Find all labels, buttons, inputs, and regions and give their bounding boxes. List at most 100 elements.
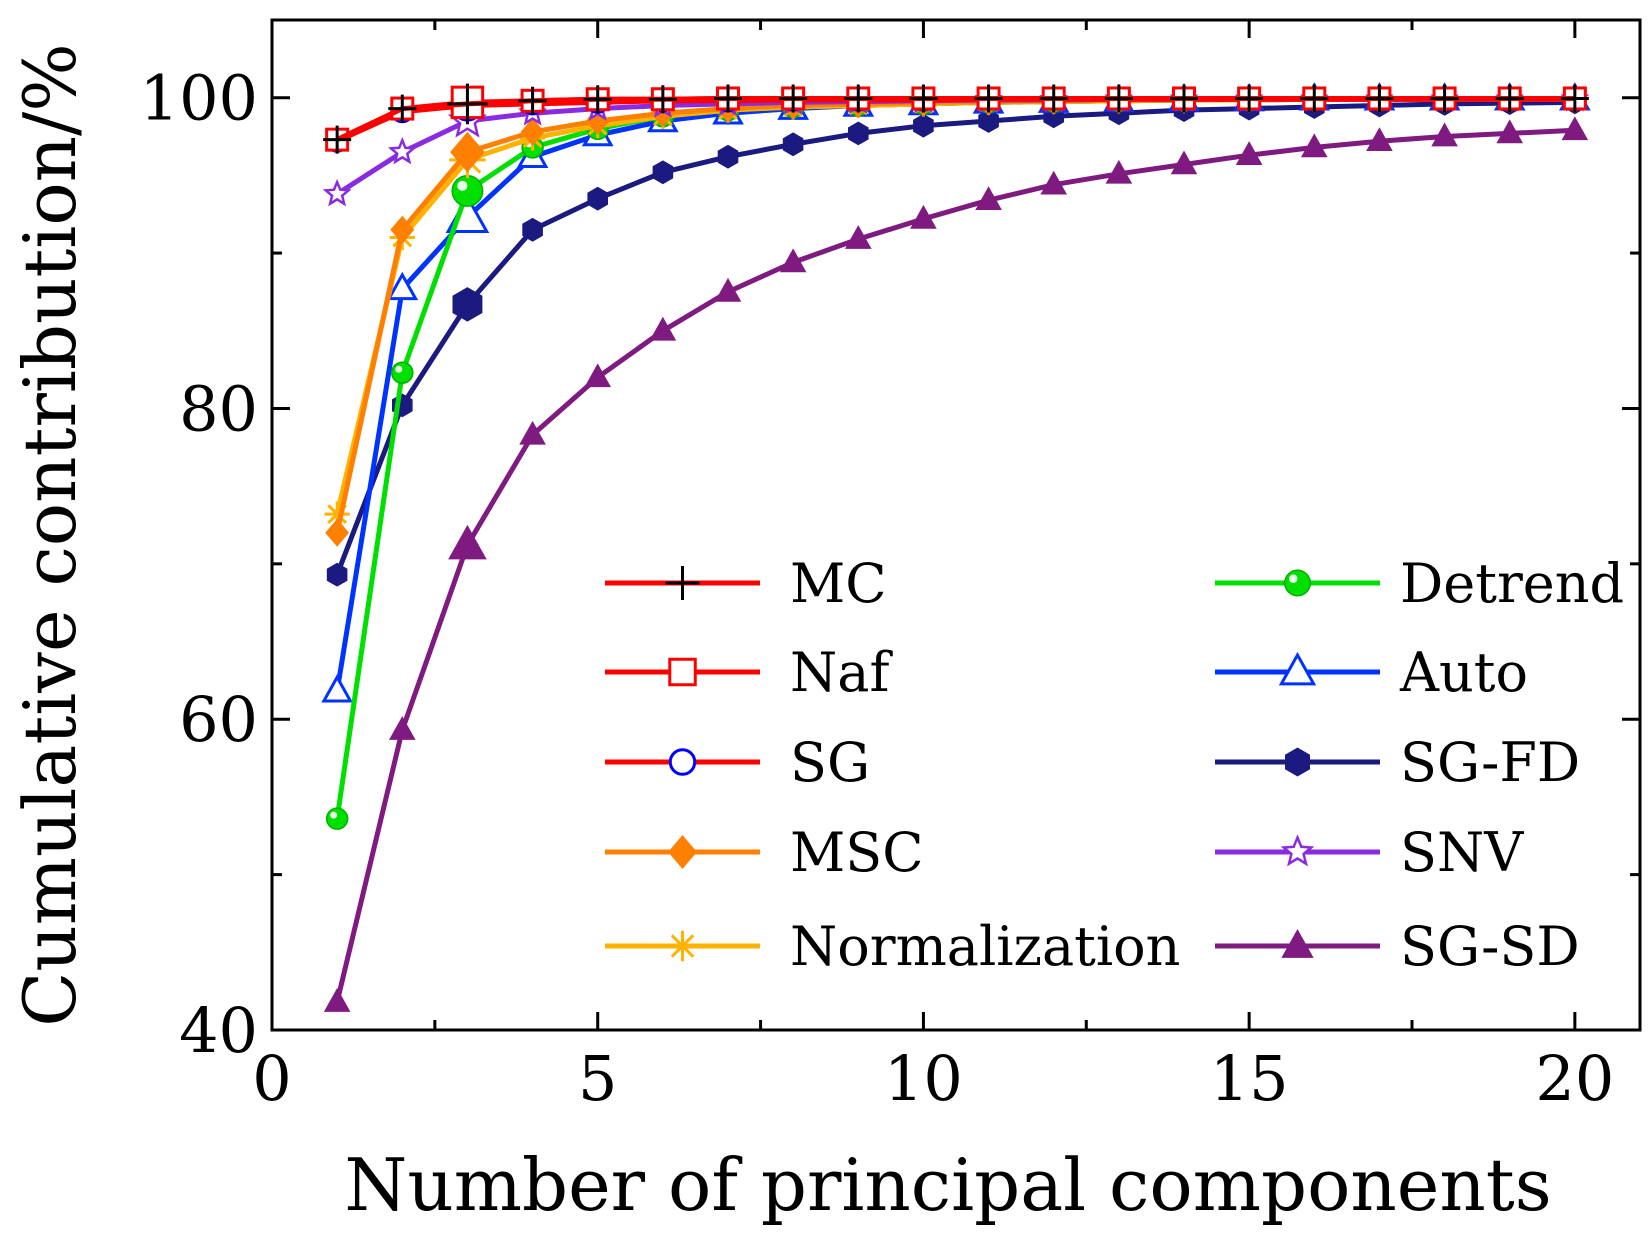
y-tick-label: 100 [140, 62, 258, 135]
data-point [1300, 133, 1328, 158]
data-point [321, 674, 353, 703]
y-tick-label: 60 [179, 683, 258, 756]
legend-item-sg-fd: SG-FD [1215, 731, 1580, 794]
legend-label: Detrend [1400, 552, 1624, 615]
data-point [714, 84, 742, 113]
data-point-highlight [395, 365, 403, 373]
axes: 0 5 10 15 20 40 60 80 100 [140, 18, 1642, 1115]
data-point [1366, 127, 1393, 151]
y-tick-label: 80 [179, 372, 258, 445]
x-tick-label: 20 [1535, 1042, 1614, 1115]
data-point [388, 94, 417, 123]
data-point [909, 84, 938, 113]
data-point [519, 420, 546, 445]
legend-marker [1284, 569, 1311, 597]
data-point [782, 132, 804, 157]
series-normalization [324, 86, 1588, 527]
data-point [975, 186, 1002, 211]
legend-item-naf: Naf [605, 641, 893, 704]
data-point [1040, 170, 1068, 195]
legend: MC Naf SG MSC Normalization Detrend Auto SG-FD S… [605, 552, 1624, 978]
legend-label: SG-SD [1400, 915, 1580, 978]
data-point [522, 217, 543, 242]
legend-label: SG [790, 731, 870, 794]
legend-marker [668, 748, 697, 776]
data-point [386, 271, 419, 301]
legend-marker [668, 657, 697, 687]
data-point [324, 501, 350, 527]
legend-label: Normalization [790, 915, 1180, 978]
series-detrend [325, 87, 1587, 830]
data-point-highlight [457, 180, 468, 191]
legend-marker [668, 835, 697, 869]
legend-marker [1280, 834, 1315, 867]
data-point [387, 136, 417, 165]
plot-series [321, 82, 1591, 1012]
data-point [717, 144, 739, 169]
series-line [334, 96, 1575, 692]
data-point [326, 562, 348, 587]
data-point [844, 225, 872, 249]
legend-label: MSC [790, 821, 924, 884]
data-point [1170, 84, 1198, 113]
data-point [779, 84, 808, 113]
data-point [452, 287, 483, 322]
data-point [1365, 84, 1394, 113]
data-point [518, 86, 547, 115]
legend-label: MC [790, 552, 887, 615]
x-tick-label: 15 [1210, 1042, 1289, 1115]
legend-marker [667, 930, 698, 962]
legend-label: Auto [1399, 641, 1528, 704]
data-point [1104, 84, 1133, 113]
legend-item-sg: SG [605, 731, 870, 794]
series-mc [323, 83, 1589, 154]
series-sg-sd [323, 116, 1589, 1012]
data-point [1300, 84, 1329, 113]
y-tick-label: 40 [179, 994, 258, 1067]
data-point [584, 363, 612, 388]
series-auto [321, 82, 1591, 703]
data-point [448, 524, 487, 560]
data-point [978, 109, 999, 133]
data-point [974, 84, 1003, 113]
data-point [450, 131, 485, 173]
legend-item-normalization: Normalization [605, 915, 1180, 978]
data-point [451, 174, 484, 207]
series-line [334, 127, 1576, 1003]
legend-label: SNV [1400, 821, 1524, 884]
data-point [388, 716, 416, 740]
data-point [1039, 84, 1068, 113]
data-point [390, 215, 415, 244]
x-tick-label: 0 [252, 1042, 291, 1115]
legend-item-sg-sd: SG-SD [1215, 915, 1580, 978]
series-line [334, 99, 1575, 576]
legend-marker [665, 566, 700, 600]
data-point [848, 121, 869, 146]
data-point [587, 186, 608, 211]
data-point [913, 113, 934, 138]
x-axis-title: Number of principal components [344, 1143, 1551, 1227]
data-point [1105, 159, 1133, 184]
data-point [447, 83, 488, 125]
data-point [1496, 119, 1524, 144]
legend-marker [1285, 747, 1310, 777]
legend-item-snv: SNV [1215, 821, 1524, 884]
series-msc [325, 85, 1587, 547]
x-tick-label: 5 [578, 1042, 617, 1115]
data-point [1430, 84, 1459, 113]
data-point [652, 160, 674, 185]
data-point [649, 316, 677, 341]
data-point [714, 277, 742, 302]
data-point-highlight [330, 811, 338, 819]
data-point [323, 988, 351, 1012]
legend-item-msc: MSC [605, 821, 924, 884]
data-point [1495, 84, 1524, 113]
legend-marker [1278, 651, 1317, 686]
legend-item-auto: Auto [1215, 641, 1528, 704]
data-point [1431, 122, 1458, 147]
data-point [648, 85, 677, 114]
data-point [322, 178, 352, 207]
data-point [583, 85, 612, 114]
data-point [1561, 116, 1589, 141]
